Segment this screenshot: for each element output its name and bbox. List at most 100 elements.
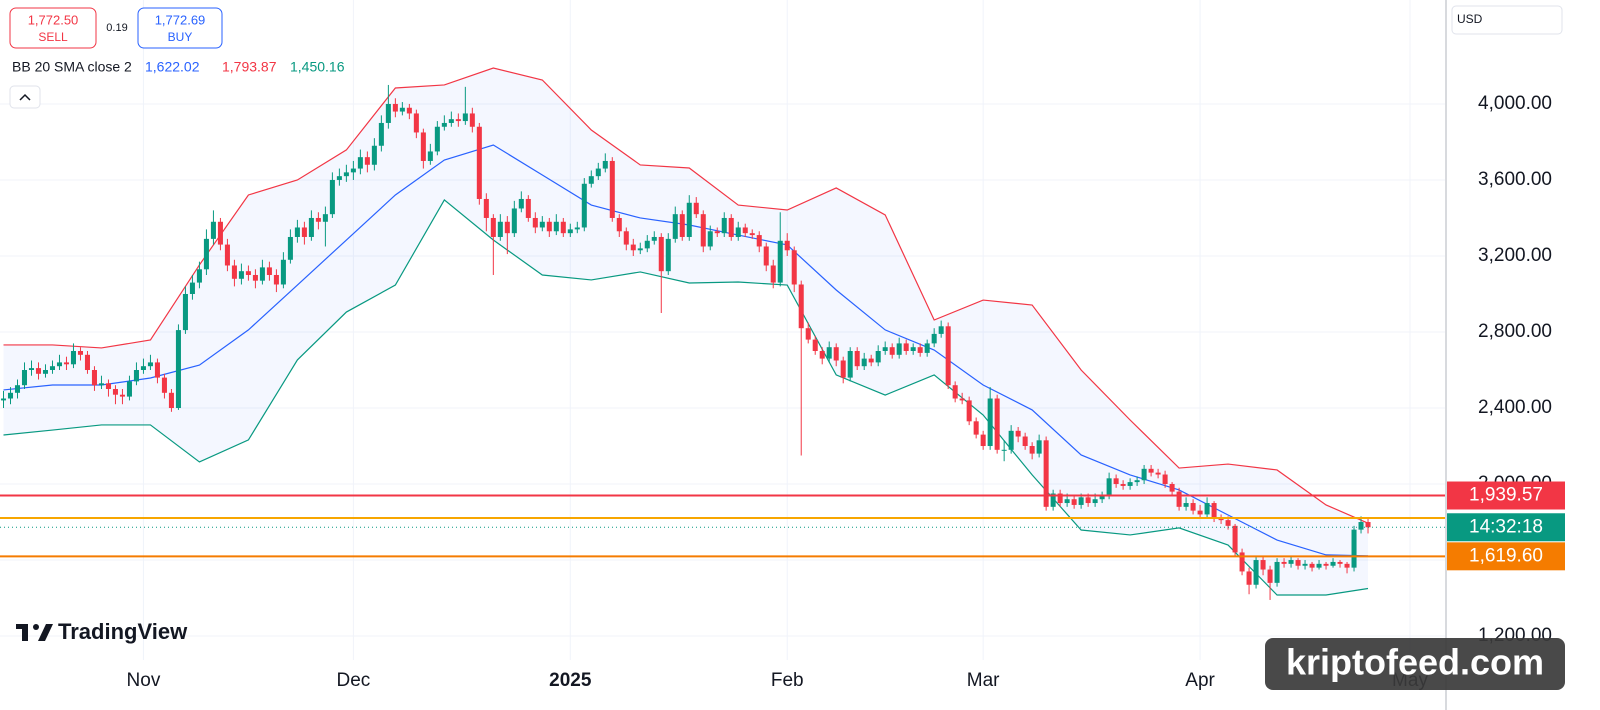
candle-body [518, 198, 524, 209]
candle-body [42, 370, 49, 374]
candle-body [154, 362, 160, 378]
candle-body [812, 339, 818, 351]
brand-logo [16, 624, 53, 641]
candle-body [7, 392, 14, 399]
candle-body [56, 362, 62, 367]
candle-body [315, 217, 321, 222]
candle-body [602, 160, 608, 169]
candle-body [343, 172, 349, 177]
candle-body [1260, 560, 1266, 570]
candle-body [301, 227, 307, 237]
candle-body [1274, 561, 1280, 583]
candle-body [784, 240, 790, 251]
candle-body [1281, 561, 1287, 564]
candle-body [1106, 478, 1112, 496]
buy-button[interactable] [137, 7, 223, 49]
candle-body [1134, 480, 1140, 483]
candle-body [14, 385, 21, 393]
candle-body [1113, 478, 1119, 485]
candle-body [679, 214, 685, 237]
candle-body [1078, 497, 1084, 505]
candle-body [280, 259, 286, 285]
candle-body [294, 227, 300, 237]
candle-body [1211, 503, 1217, 519]
candles-layer [0, 84, 1371, 600]
candle-body [1169, 484, 1175, 492]
candle-body [1036, 440, 1042, 454]
sell-button[interactable] [9, 7, 97, 49]
candle-body [707, 231, 713, 247]
candle-body [273, 274, 279, 285]
price-badge [1447, 542, 1565, 571]
candle-body [406, 107, 412, 114]
candle-body [763, 246, 769, 266]
grid-layer [0, 0, 1445, 660]
candle-body [819, 350, 825, 359]
candle-body [854, 350, 860, 367]
candle-body [371, 145, 377, 165]
candle-body [210, 221, 216, 239]
candle-body [476, 126, 482, 199]
candle-body [588, 176, 594, 184]
candle-body [735, 227, 741, 237]
candle-body [196, 269, 202, 283]
candle-body [350, 168, 356, 173]
candle-body [126, 381, 132, 397]
candle-body [1204, 503, 1210, 515]
y-tick-label: 4,000.00 [1478, 93, 1552, 114]
collapse-button[interactable] [9, 85, 41, 109]
candle-body [637, 248, 643, 251]
logo-part [22, 624, 28, 641]
candle-body [364, 157, 370, 165]
sell-label: SELL [38, 30, 68, 44]
candle-body [182, 293, 188, 331]
candle-body [791, 250, 797, 285]
candle-body [574, 227, 580, 230]
candle-body [742, 227, 748, 234]
y-tick-label: 2,800.00 [1478, 321, 1552, 342]
candle-body [63, 362, 69, 365]
candle-body [217, 221, 223, 245]
buy-label: BUY [168, 30, 193, 44]
candle-body [973, 421, 979, 435]
candle-body [1155, 472, 1161, 475]
candle-body [1043, 440, 1049, 507]
candle-body [469, 113, 475, 127]
candle-body [980, 434, 986, 447]
candle-body [532, 217, 538, 228]
candle-body [1309, 563, 1315, 568]
candle-body [1099, 495, 1105, 500]
currency-select[interactable] [1451, 5, 1563, 35]
price-badge-label: 1,619.60 [1469, 545, 1543, 566]
y-tick-label: 3,200.00 [1478, 245, 1552, 266]
candle-body [1218, 518, 1224, 521]
candle-body [245, 271, 251, 275]
candle-body [434, 126, 440, 152]
candle-body [427, 151, 433, 161]
candle-body [1267, 569, 1273, 583]
indicator-value: 1,622.02 [145, 59, 200, 75]
candle-body [252, 274, 258, 281]
candle-body [77, 350, 83, 355]
price-badge-label: 1,939.57 [1469, 485, 1543, 506]
band-line [3, 199, 1369, 596]
candle-body [609, 160, 615, 218]
candle-body [1358, 522, 1364, 530]
candle-body [651, 236, 657, 241]
x-tick-label: Dec [336, 670, 370, 691]
candle-body [546, 221, 552, 232]
candle-body [329, 179, 335, 215]
candle-body [231, 265, 237, 279]
candle-body [1015, 430, 1021, 437]
candle-body [266, 267, 272, 275]
candle-body [119, 394, 125, 397]
logo-part [38, 624, 53, 641]
sell-price: 1,772.50 [28, 12, 79, 27]
candle-body [931, 333, 937, 344]
candle-body [147, 362, 153, 367]
candle-body [1302, 563, 1308, 566]
candle-body [357, 157, 363, 169]
axis-layer: 1,200.001,600.002,000.002,400.002,800.00… [127, 93, 1565, 691]
